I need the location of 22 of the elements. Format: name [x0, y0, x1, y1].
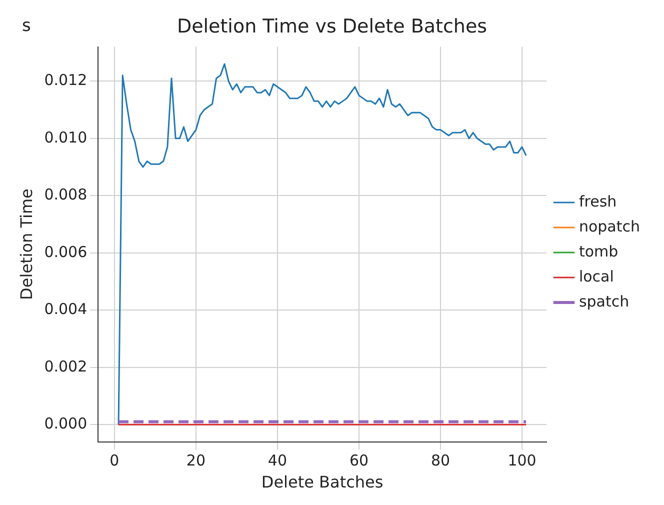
- x-tick-label: 80: [430, 452, 450, 470]
- legend-label: local: [578, 267, 614, 286]
- x-tick-label: 0: [110, 452, 120, 470]
- x-tick-label: 60: [349, 452, 369, 470]
- legend-label: spatch: [578, 292, 630, 310]
- y-tick-label: 0.004: [44, 300, 88, 318]
- y-axis-title: Deletion Time: [16, 188, 36, 300]
- x-tick-label: 100: [508, 452, 536, 470]
- y-tick-label: 0.008: [44, 186, 88, 204]
- y-tick-label: 0.010: [44, 128, 88, 146]
- y-tick-label: 0.002: [44, 357, 88, 376]
- x-tick-label: 20: [186, 452, 206, 470]
- legend-label: tomb: [578, 242, 618, 260]
- text: s: [22, 16, 31, 36]
- x-tick-label: 40: [268, 452, 288, 470]
- y-tick-label: 0.006: [44, 242, 88, 261]
- y-tick-label: 0.000: [44, 414, 88, 433]
- chart-title: Deletion Time vs Delete Batches: [176, 15, 488, 38]
- legend-label: nopatch: [578, 217, 640, 236]
- x-axis-title: Delete Batches: [261, 472, 384, 492]
- legend-label: fresh: [578, 192, 617, 210]
- y-tick-label: 0.012: [44, 71, 88, 90]
